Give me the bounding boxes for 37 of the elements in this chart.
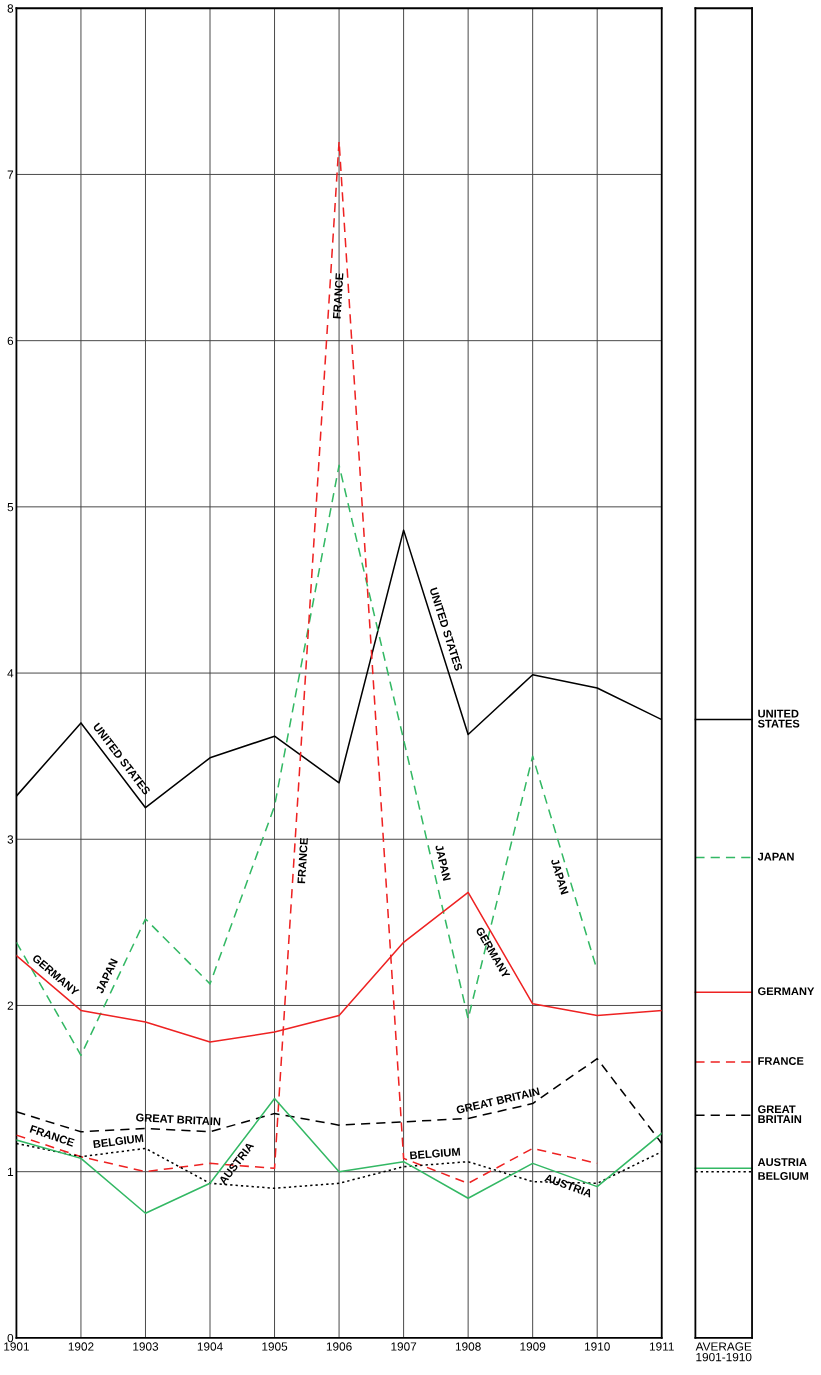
text: BELGIUM bbox=[409, 1147, 461, 1160]
ref-line-label: AUSTRIA bbox=[757, 1158, 807, 1167]
ref-line-label: BELGIUM bbox=[758, 1172, 809, 1180]
y-tick-label: 4 bbox=[7, 669, 14, 678]
ref-line-label: GREAT BRITAIN bbox=[758, 1105, 802, 1124]
y-tick-label: 0 bbox=[7, 1333, 14, 1343]
x-tick-label: 1904 bbox=[197, 1342, 223, 1351]
x-tick-label: 1910 bbox=[584, 1342, 610, 1351]
x-tick-label: 1905 bbox=[262, 1342, 288, 1351]
ref-line-label: FRANCE bbox=[758, 1057, 804, 1065]
ref-line-label: JAPAN bbox=[757, 852, 794, 861]
y-tick-label: 6 bbox=[7, 336, 14, 346]
ref-line-label: UNITED STATES bbox=[757, 709, 800, 728]
text: JAPAN bbox=[435, 844, 451, 881]
x-tick-label: 1906 bbox=[326, 1342, 352, 1351]
text: GREAT BRITAIN bbox=[135, 1113, 221, 1126]
text: FRANCE bbox=[297, 837, 308, 884]
y-tick-label: 3 bbox=[7, 835, 14, 844]
y-tick-label: 5 bbox=[7, 503, 14, 512]
y-tick-label: 1 bbox=[7, 1167, 14, 1176]
text: BELGIUM bbox=[93, 1134, 144, 1149]
y-tick-label: 8 bbox=[7, 4, 14, 13]
x-tick-label: 1911 bbox=[649, 1342, 674, 1351]
x-tick-label: 1909 bbox=[520, 1342, 546, 1351]
text: JAPAN bbox=[550, 858, 569, 895]
x-tick-label: AVERAGE 1901-1910 bbox=[695, 1342, 752, 1362]
y-tick-label: 7 bbox=[7, 170, 14, 179]
line-series bbox=[16, 464, 598, 1057]
text: FRANCE bbox=[332, 272, 344, 319]
x-tick-label: 1907 bbox=[391, 1342, 417, 1351]
x-tick-label: 1908 bbox=[455, 1342, 481, 1351]
x-tick-label: 1903 bbox=[133, 1342, 159, 1351]
y-tick-label: 2 bbox=[7, 1001, 14, 1010]
x-tick-label: 1901 bbox=[4, 1342, 29, 1351]
text: GREAT BRITAIN bbox=[455, 1087, 540, 1114]
x-tick-label: 1902 bbox=[68, 1342, 94, 1351]
ref-line-label: GERMANY bbox=[758, 987, 815, 996]
